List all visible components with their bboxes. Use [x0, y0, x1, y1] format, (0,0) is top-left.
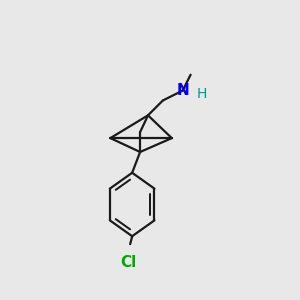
Text: Cl: Cl — [120, 255, 136, 270]
Text: H: H — [196, 86, 207, 100]
Text: N: N — [176, 83, 189, 98]
